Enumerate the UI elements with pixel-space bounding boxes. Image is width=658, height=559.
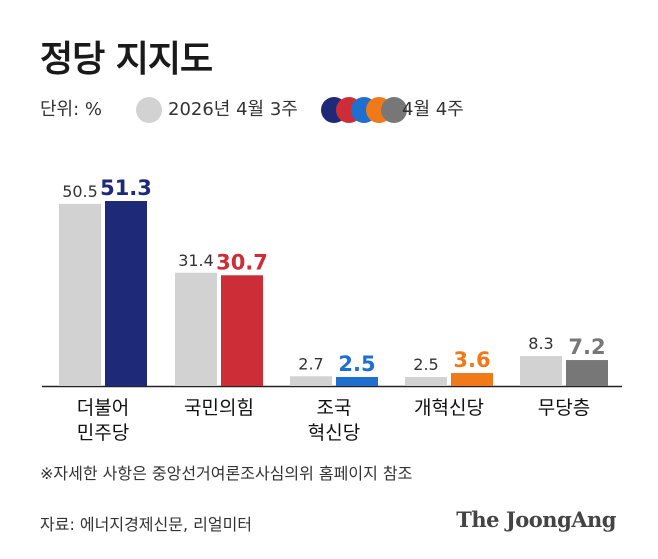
value-label-previous: 31.4 xyxy=(178,251,214,270)
category-label: 무당층 xyxy=(538,397,590,419)
bar-current xyxy=(336,376,378,386)
unit-label: 단위: % xyxy=(40,99,103,120)
bar-previous xyxy=(290,376,332,386)
current-legend-label: 4월 4주 xyxy=(402,99,464,120)
bar-previous xyxy=(59,203,101,386)
source: 자료: 에너지경제신문, 리얼미터 xyxy=(40,515,253,534)
value-label-previous: 50.5 xyxy=(62,182,98,201)
previous-legend-swatch xyxy=(136,97,162,123)
value-label-current: 30.7 xyxy=(216,250,268,274)
value-label-current: 7.2 xyxy=(568,335,605,359)
value-label-current: 51.3 xyxy=(100,176,152,200)
bar-current xyxy=(221,275,263,386)
bar-previous xyxy=(405,376,447,386)
category-label: 개혁신당 xyxy=(414,397,484,419)
value-label-current: 3.6 xyxy=(453,348,490,372)
footnote: ※자세한 사항은 중앙선거여론조사심의위 홈페이지 참조 xyxy=(40,464,413,483)
value-label-previous: 2.7 xyxy=(298,354,323,373)
previous-legend-label: 2026년 4월 3주 xyxy=(168,99,298,120)
bar-previous xyxy=(520,356,562,386)
bar-current xyxy=(566,360,608,386)
category-label: 더불어 민주당 xyxy=(77,397,129,444)
category-label: 조국 혁신당 xyxy=(308,397,360,444)
value-label-current: 2.5 xyxy=(338,352,375,376)
category-label: 국민의힘 xyxy=(184,397,254,419)
brand-logo: The JoongAng xyxy=(456,507,616,532)
bar-previous xyxy=(175,272,217,386)
bar-current xyxy=(105,201,147,386)
value-label-previous: 2.5 xyxy=(413,355,438,374)
value-label-previous: 8.3 xyxy=(528,334,553,353)
bar-current xyxy=(451,373,493,386)
chart-title: 정당 지지도 xyxy=(40,39,213,80)
